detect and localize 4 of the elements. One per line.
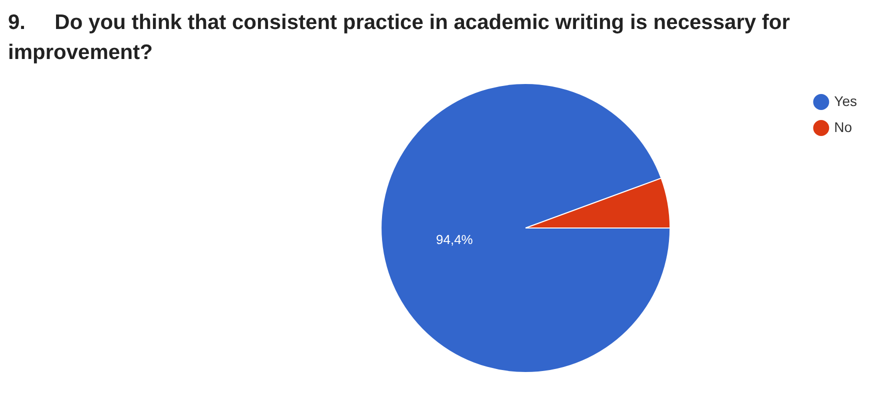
legend-label: No	[834, 118, 852, 135]
data-label: 94,4%	[436, 232, 474, 248]
legend-label: Yes	[834, 92, 858, 109]
chart-title: 9. Do you think that consistent practice in academic writing is necessary for improvement?	[8, 10, 791, 66]
